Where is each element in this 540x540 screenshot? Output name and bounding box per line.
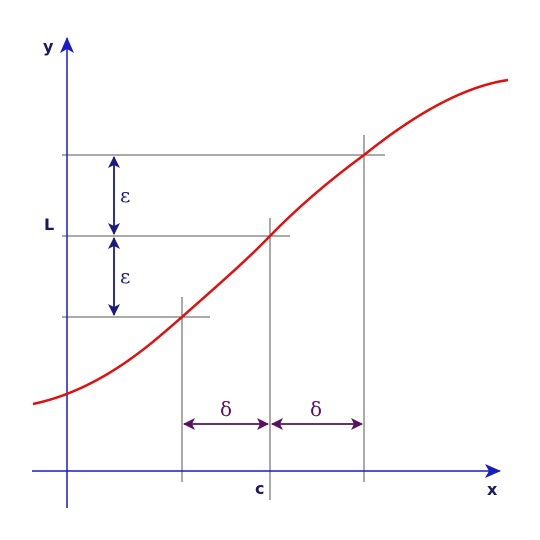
delta-label-left: δ [220,397,232,421]
limit-label-l: L [44,215,54,234]
point-label-c: c [255,479,264,498]
x-axis-label: x [487,480,498,499]
delta-label-right: δ [310,397,322,421]
epsilon-label-lower: ε [120,264,130,288]
y-axis-label: y [43,37,54,56]
epsilon-label-upper: ε [120,183,130,207]
function-curve [32,78,509,406]
